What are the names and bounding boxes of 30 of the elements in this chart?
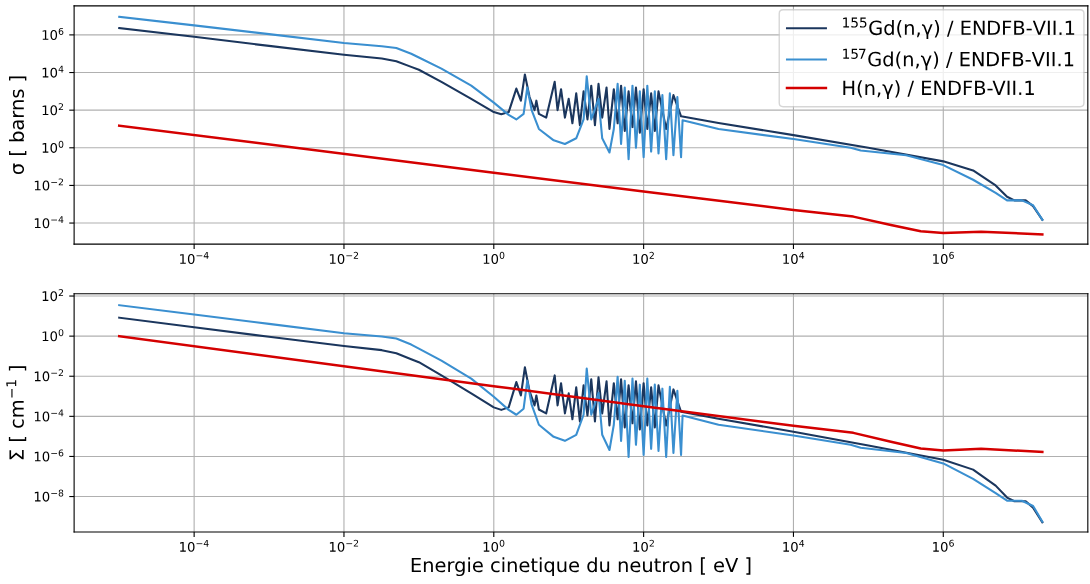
x-tick-label: 10$^{6}$ — [933, 539, 954, 552]
y-tick-label: 10$^{0}$ — [42, 140, 64, 153]
y-tick-label: 10$^{−2}$ — [34, 178, 63, 191]
y-tick-label: 10$^{4}$ — [42, 65, 64, 78]
y-tick-label: 10$^{2}$ — [42, 103, 64, 116]
y-tick-label: 10$^{−4}$ — [34, 216, 64, 229]
y-axis-title: Σ [ cm$^{−1}$ ] — [6, 366, 27, 460]
x-tick-label: 10$^{0}$ — [483, 251, 505, 264]
x-tick-label: 10$^{−4}$ — [180, 539, 209, 552]
x-tick-label: 10$^{−2}$ — [329, 251, 359, 264]
legend-label: $^{157}$Gd(n,γ) / ENDFB-VII.1 — [843, 48, 1074, 71]
x-tick-label: 10$^{4}$ — [783, 251, 805, 264]
y-axis-title: σ [ barns ] — [9, 76, 27, 175]
x-tick-label: 10$^{4}$ — [783, 539, 805, 552]
y-tick-label: 10$^{−4}$ — [34, 409, 64, 422]
x-tick-label: 10$^{−2}$ — [329, 539, 359, 552]
y-tick-label: 10$^{−6}$ — [34, 449, 64, 462]
legend-label: $^{155}$Gd(n,γ) / ENDFB-VII.1 — [843, 17, 1075, 39]
y-tick-label: 10$^{−8}$ — [34, 489, 64, 502]
y-tick-label: 10$^{6}$ — [42, 27, 64, 40]
x-tick-label: 10$^{0}$ — [483, 539, 505, 552]
y-tick-label: 10$^{0}$ — [42, 329, 64, 342]
x-axis-title: Energie cinetique du neutron [ eV ] — [411, 557, 751, 577]
x-tick-label: 10$^{2}$ — [633, 251, 654, 264]
x-tick-label: 10$^{2}$ — [633, 539, 654, 552]
y-tick-label: 10$^{2}$ — [42, 289, 64, 302]
legend-label: H(n,γ) / ENDFB-VII.1 — [843, 80, 1034, 99]
y-tick-label: 10$^{−2}$ — [34, 369, 63, 382]
x-tick-label: 10$^{6}$ — [933, 251, 954, 264]
x-tick-label: 10$^{−4}$ — [180, 251, 209, 264]
